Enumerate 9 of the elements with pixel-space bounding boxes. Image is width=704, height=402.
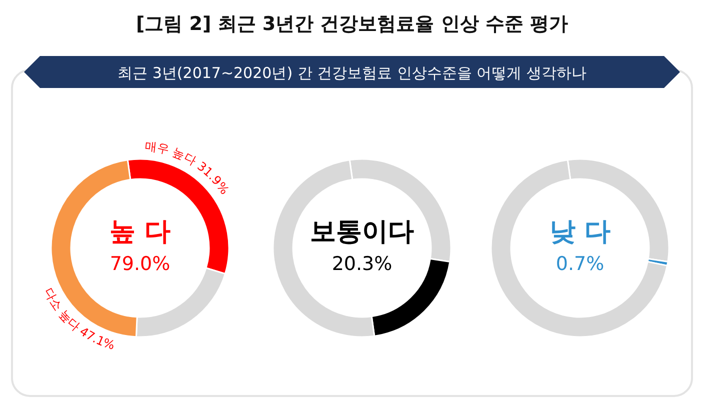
text: 최근 3년(2017~2020년) 간 건강보험료 인상수준을 어떻게 생각하나 bbox=[118, 64, 586, 82]
text: 79.0% bbox=[110, 253, 170, 275]
text: 보통이다 bbox=[310, 217, 414, 247]
text: 높 다 bbox=[109, 217, 171, 247]
text: [그림 2] 최근 3년간 건강보험료율 인상 수준 평가 bbox=[136, 13, 568, 35]
donut-slice bbox=[490, 159, 668, 338]
text: 20.3% bbox=[332, 253, 392, 275]
text: 0.7% bbox=[556, 253, 604, 275]
text: 낮 다 bbox=[549, 217, 611, 247]
